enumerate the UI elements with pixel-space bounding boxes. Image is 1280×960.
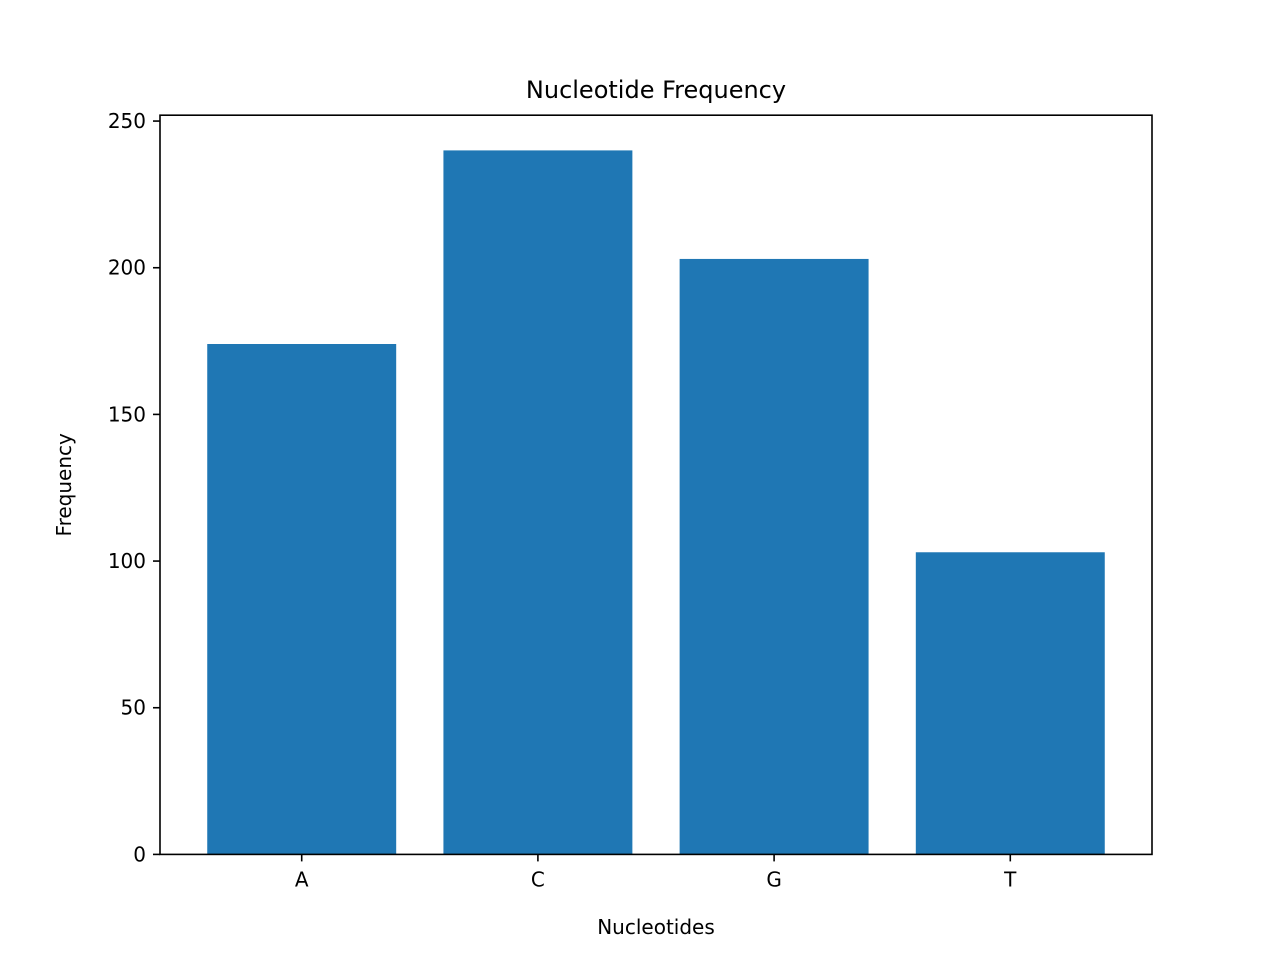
bar-C [443,150,633,855]
x-tick-label: T [1003,867,1017,891]
x-tick-label: C [531,867,545,891]
x-tick-label: A [295,867,309,891]
y-tick-label: 100 [108,549,146,573]
x-tick-label: G [766,867,782,891]
bar-G [679,258,869,855]
y-tick-label: 250 [108,109,146,133]
y-tick-label: 150 [108,402,146,426]
bar-A [207,344,397,855]
y-axis-label: Frequency [52,433,76,536]
bars-group [207,150,1105,855]
y-tick-label: 0 [133,842,146,866]
y-tick-label: 50 [121,696,146,720]
chart-title: Nucleotide Frequency [526,76,786,104]
plot-frame [159,114,1153,856]
y-axis: 0 50 100 150 200 250 [108,109,160,866]
y-tick-label: 200 [108,256,146,280]
x-axis-label: Nucleotides [597,915,715,939]
bar-T [915,552,1105,855]
